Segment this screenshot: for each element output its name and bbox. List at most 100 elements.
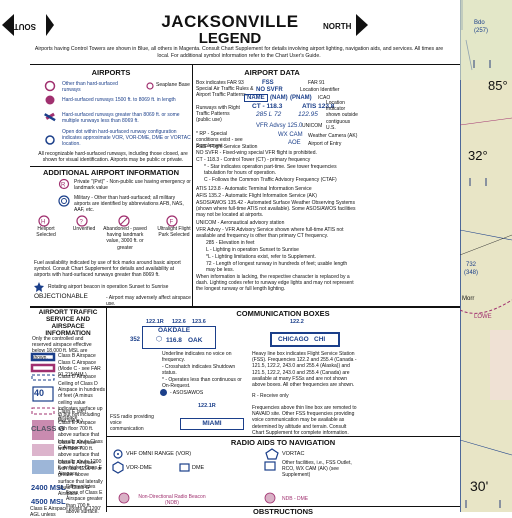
vortac-icon [265, 448, 279, 460]
sample-unicom: UNICOM [302, 123, 323, 129]
airport-item-label: Open dot within hard-surfaced runway con… [62, 129, 191, 148]
sample-unicom-freq: 122.95 [298, 111, 318, 118]
divider [106, 506, 460, 507]
radio-label: VHF OMNI RANGE (VOR) [126, 451, 192, 457]
radio-label: Non-Directional Radio Beacon (NDB) [138, 494, 206, 507]
svg-text:R: R [61, 183, 66, 189]
objectionable-text: - Airport may adversely affect airspace … [106, 295, 191, 308]
class-e-1200-icon [32, 460, 54, 474]
radio-title: RADIO AIDS TO NAVIGATION [230, 438, 336, 447]
oak-id: OAK [188, 337, 203, 344]
msl-label: 4500 MSL [31, 497, 66, 506]
data-line: C - Follows the Common Traffic Advisory … [204, 177, 337, 183]
objectionable-label: OBJECTIONABLE [34, 293, 88, 300]
comm-note: - Crosshatch indicates Shutdown status. [162, 364, 236, 377]
airport-item-label: Hard-surfaced runways greater than 8069 … [62, 112, 180, 125]
divider [30, 166, 192, 167]
sample-far91: FAR 91 [308, 80, 325, 86]
data-line: *L - Lighting limitations exist, refer t… [206, 254, 316, 260]
intro-text: Airports having Control Towers are shown… [34, 46, 444, 59]
ultralight-icon [166, 215, 178, 227]
sample-aoe: AOE [288, 140, 301, 146]
latitude-label: 32° [468, 148, 488, 163]
data-line: FSS - Flight Service Station [196, 144, 258, 150]
oak-freq: 116.8 [166, 337, 182, 344]
sample-name: NAME [244, 94, 268, 102]
class-d-icon [31, 374, 55, 381]
ndb-icon [118, 492, 130, 504]
radio-label: VOR-DME [126, 465, 152, 471]
ceiling-value: 40 [34, 388, 45, 398]
data-line: * RP - Special conditions exist - see Su… [196, 131, 243, 150]
airspace-item: Class E Airspace with floor 700 ft. abov… [58, 440, 102, 478]
vor-dme-icon [112, 461, 124, 474]
open-dot-icon [45, 135, 55, 145]
open-circle-icon [44, 80, 56, 92]
comm-note: * - Operates less than continuous or On-… [162, 377, 242, 390]
beacon-text: Rotating airport beacon in operation Sun… [48, 284, 169, 290]
sample-locid: Location Identifier [300, 87, 340, 93]
airport-item-label: Other than hard-surfaced runways [62, 81, 118, 94]
above-note: Frequencies above thin line box are remo… [252, 405, 357, 436]
airspace-item: Class C Airspace (Mode C - see FAR 91.21… [58, 360, 101, 379]
longitude-label: 85° [488, 78, 508, 93]
svg-text:F: F [170, 220, 174, 226]
divider [30, 64, 460, 65]
chart-text: Bdo [474, 20, 485, 26]
seaplane-base-icon [146, 82, 154, 90]
other-facilities-icon [264, 461, 276, 471]
data-line: Runways with Right Traffic Patterns (pub… [196, 105, 240, 124]
sample-aoe-text: Airport of Entry [308, 141, 342, 147]
military-airport-icon [58, 195, 70, 207]
airspace-item: Class B Airspace [58, 353, 96, 359]
class-g-label: CLASS G [31, 424, 65, 433]
miami-freq: 122.1R [198, 403, 216, 409]
sample-pnam: (PNAM) [290, 95, 312, 101]
additional-icons: R H ? F [38, 178, 178, 227]
beacon-icon [34, 282, 44, 292]
asos-icon [160, 389, 167, 396]
military-text: Military - Other than hard-surfaced; all… [74, 195, 184, 214]
airports-note: All recognizable hard-surfaced runways, … [38, 151, 188, 164]
airport-item-label: Seaplane Base [156, 82, 190, 88]
data-line: Box indicates FAR 93 Special Air Traffic… [196, 80, 254, 99]
ndb-dme-icon [264, 492, 276, 504]
radio-label: Other facilities, i.e., FSS Outlet, RCO,… [282, 460, 352, 479]
divider [106, 307, 107, 512]
data-line: ASOS/AWOS 135.42 - Automated Surface Wea… [196, 200, 356, 219]
data-line: ATIS 123.8 - Automatic Terminal Informat… [196, 186, 312, 192]
south-arrow-tail-icon [46, 14, 54, 36]
chart-text: (348) [464, 270, 479, 276]
airspace-item: Ceiling of Class D Airspace in hundreds … [58, 381, 105, 425]
svg-text:H: H [41, 220, 45, 226]
sample-icao: ICAO [318, 95, 331, 101]
data-line: * - Star indicates operation part-time. … [204, 164, 337, 177]
airspace-item: Class D Airspace [58, 374, 97, 380]
svg-text:?: ? [80, 220, 84, 226]
divider [192, 64, 193, 306]
airspace-title: AIRPORT TRAFFIC SERVICE AND AIRSPACE INF… [38, 309, 98, 337]
comm-freq: 122.6 [172, 319, 186, 325]
sample-weather: Weather Camera (AK) [308, 133, 358, 139]
chicago-name: CHICAGO [278, 336, 309, 343]
data-line: When information is lacking, the respect… [196, 274, 354, 293]
dme-icon [179, 463, 190, 472]
sample-elev: 285 L 72 [256, 111, 282, 118]
private-text: Private "(Pvt)" - Non-public use having … [74, 179, 191, 192]
msl-label: 2400 MSL [31, 483, 66, 492]
private-airport-icon [58, 178, 70, 190]
page-title: JACKSONVILLE [161, 12, 299, 31]
oak-num: 352 [130, 337, 141, 343]
comm-title: COMMUNICATION BOXES [236, 309, 330, 318]
comm-note: Underline indicates no voice on frequenc… [162, 351, 232, 364]
sample-fss: FSS [262, 80, 274, 86]
class-e-700-icon [32, 420, 54, 440]
runway-circle-icon [45, 95, 55, 105]
class-e-sfc-icon [31, 407, 55, 415]
radio-label: DME [192, 465, 205, 471]
type-label: Ultralight Flight Park Selected [157, 226, 191, 239]
chart-text: Morr [462, 296, 475, 302]
data-line: CT - 118.3 - Control Tower (CT) - primar… [196, 157, 311, 163]
chart-strip-lines [460, 0, 512, 512]
airport-item-label: Hard-surfaced runways 1500 ft. to 8069 f… [62, 97, 176, 103]
